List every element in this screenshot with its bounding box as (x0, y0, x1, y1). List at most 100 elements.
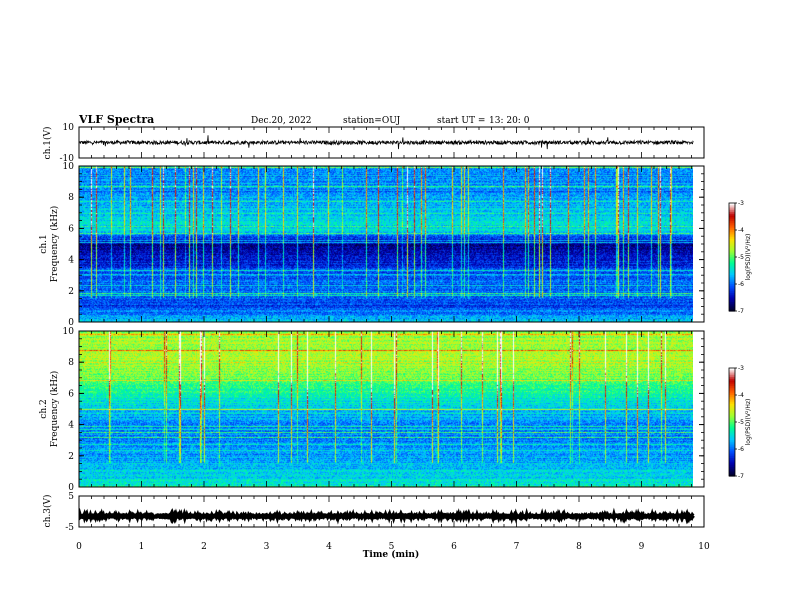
colorbar-segment (729, 431, 735, 434)
colorbar-segment (729, 461, 735, 464)
colorbar-segment (729, 416, 735, 419)
colorbar-segment (729, 389, 735, 392)
colorbar-segment (729, 280, 735, 283)
colorbar-segment (729, 233, 735, 236)
colorbar-segment (729, 450, 735, 454)
colorbar-segment (729, 398, 735, 401)
colorbar-segment (729, 465, 735, 468)
ch1-spec-tick-label: 4 (68, 256, 74, 266)
colorbar-segment (729, 375, 735, 378)
chart-title: VLF Spectra (78, 113, 154, 126)
colorbar-segment (729, 285, 735, 289)
ch2-spectrogram-panel: 0 2 4 6 8 10 ch.2 Frequency (kHz) (39, 327, 705, 493)
colorbar-segment (729, 440, 735, 443)
colorbar-segment (729, 206, 735, 209)
time-tick-label: 9 (639, 542, 645, 552)
date-label: Dec.20, 2022 (251, 116, 312, 126)
colorbar-tick-label: -3 (738, 365, 744, 372)
colorbar-segment (729, 402, 735, 405)
colorbar-segment (729, 387, 735, 391)
colorbar-segment (729, 249, 735, 253)
start-ut-label: start UT = (437, 116, 485, 126)
colorbar-segment (729, 427, 735, 430)
colorbar-segment (729, 368, 735, 371)
ch2-spectrogram (79, 331, 693, 487)
colorbar-segment (729, 472, 735, 475)
colorbar-segment (729, 296, 735, 299)
colorbar-segment (729, 456, 735, 459)
colorbar-segment (729, 224, 735, 227)
colorbar-segment (729, 246, 735, 249)
colorbar-segment (729, 436, 735, 439)
colorbar-segment (729, 264, 735, 267)
colorbar-segment (729, 443, 735, 446)
colorbar-segment (729, 413, 735, 416)
colorbar-tick-label: -7 (738, 308, 744, 315)
ch2-spec-tick-label: 0 (68, 483, 74, 493)
ch1-spectrogram (79, 166, 693, 322)
colorbar-segment (729, 438, 735, 441)
ch3-wave-tick-top: 5 (68, 492, 74, 502)
colorbar-tick-label: -3 (738, 200, 744, 207)
ch2-colorbar: -3 -4 -5 -6 -7 log(PSD)(V²/Hz) (728, 365, 752, 480)
colorbar-segment (729, 253, 735, 256)
colorbar-segment (729, 251, 735, 254)
ch1-spec-yticks: 0 2 4 6 8 10 (63, 162, 704, 328)
ch3-wave-tick-bottom: -5 (65, 523, 74, 533)
colorbar-segment (729, 371, 735, 374)
station-label: station=OUJ (343, 116, 401, 126)
ch3-waveform-trace (79, 507, 695, 525)
time-tick-label: 10 (698, 542, 710, 552)
colorbar-segment (729, 380, 735, 383)
colorbar-segment (729, 242, 735, 245)
colorbar-segment (729, 262, 735, 265)
colorbar-segment (729, 235, 735, 238)
ch1-spec-ylabel-frequency: Frequency (kHz) (49, 206, 60, 283)
colorbar-segment (729, 269, 735, 272)
colorbar-tick-label: -5 (738, 419, 744, 426)
colorbar-segment (729, 474, 735, 477)
colorbar-segment (729, 423, 735, 427)
colorbar-segment (729, 273, 735, 276)
colorbar-segment (729, 257, 735, 260)
time-tick-label: 8 (576, 542, 582, 552)
colorbar-segment (729, 204, 735, 208)
colorbar-tick-label: -6 (738, 446, 744, 453)
colorbar-segment (729, 378, 735, 382)
colorbar-segment (729, 213, 735, 217)
time-axis-ticks: 0 1 2 3 4 5 6 7 8 9 10 (76, 127, 710, 552)
ch2-spec-tick-label: 6 (68, 389, 74, 399)
colorbar-segment (729, 244, 735, 247)
ch1-colorbar: -3 -4 -5 -6 -7 log(PSD)(V²/Hz) (728, 200, 752, 315)
ch2-spec-ylabel-frequency: Frequency (kHz) (49, 371, 60, 448)
ch2-spec-ylabel-channel: ch.2 (39, 399, 49, 418)
ch1-wave-ylabel: ch.1(V) (42, 127, 53, 160)
time-tick-label: 6 (451, 542, 457, 552)
colorbar-segment (729, 454, 735, 457)
ch1-wave-tick-top: 10 (63, 123, 75, 133)
ch1-wave-tick-bottom: -10 (60, 154, 75, 164)
colorbar-segment (729, 240, 735, 244)
colorbar-segment (729, 275, 735, 278)
start-time-value: 13: 20: 0 (489, 116, 530, 126)
colorbar-segment (729, 414, 735, 418)
colorbar-segment (729, 305, 735, 308)
colorbar-segment (729, 248, 735, 251)
colorbar-segment (729, 309, 735, 312)
colorbar-segment (729, 260, 735, 263)
time-tick-label: 0 (76, 542, 82, 552)
colorbar-segment (729, 215, 735, 218)
colorbar-segment (729, 382, 735, 385)
colorbar-segment (729, 266, 735, 269)
colorbar-segment (729, 210, 735, 213)
colorbar-segment (729, 231, 735, 235)
colorbar-segment (729, 212, 735, 215)
colorbar-tick-label: -4 (738, 392, 744, 399)
colorbar-segment (729, 298, 735, 301)
colorbar-segment (729, 217, 735, 220)
ch1-spec-tick-label: 2 (68, 287, 74, 297)
colorbar-segment (729, 468, 735, 472)
colorbar-segment (729, 391, 735, 394)
colorbar-segment (729, 208, 735, 211)
